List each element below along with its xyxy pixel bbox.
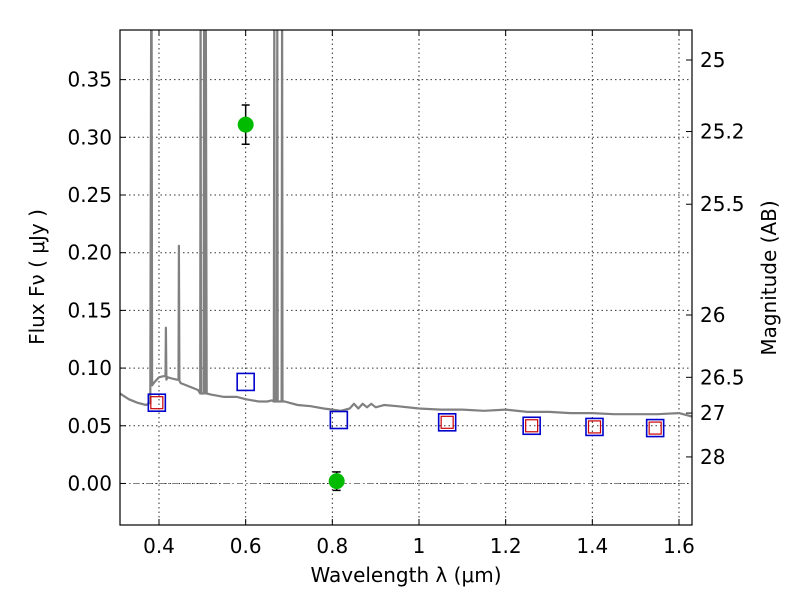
model-point <box>147 393 167 412</box>
x-tick-label: 0.6 <box>230 534 262 558</box>
model-point <box>645 418 665 438</box>
model-point-inner <box>525 419 539 433</box>
right-y-tick-label: 26 <box>700 303 725 327</box>
x-tick-label: 0.4 <box>143 534 175 558</box>
model-point <box>585 417 604 437</box>
right-y-tick-label: 27 <box>700 401 725 425</box>
observed-point <box>237 116 254 133</box>
plot-frame <box>119 29 693 526</box>
model-point-inner <box>150 396 164 410</box>
model-point-inner <box>440 415 454 429</box>
y-tick-label: 0.15 <box>67 298 112 322</box>
x-tick-label: 0.8 <box>316 534 348 558</box>
x-tick-label: 1.6 <box>663 534 695 558</box>
x-tick-label: 1 <box>413 534 426 558</box>
observed-point <box>328 473 345 490</box>
y-tick-label: 0.00 <box>67 471 112 495</box>
right-y-tick-label: 28 <box>700 445 725 469</box>
grid <box>120 30 692 525</box>
right-y-tick-label: 25.2 <box>700 120 745 144</box>
y-axis-label: Flux Fν ( μJy ) <box>25 209 49 345</box>
model-point <box>236 372 255 392</box>
y-tick-label: 0.25 <box>67 183 112 207</box>
y-tick-label: 0.10 <box>67 356 112 380</box>
y-tick-label: 0.30 <box>67 125 112 149</box>
right-y-axis-label: Magnitude (AB) <box>757 200 781 355</box>
y-tick-label: 0.05 <box>67 414 112 438</box>
y-tick-label: 0.20 <box>67 241 112 265</box>
right-y-tick-label: 25 <box>700 48 725 72</box>
x-axis-label: Wavelength λ (μm) <box>310 563 501 587</box>
model-point <box>437 413 457 432</box>
model-point <box>522 416 541 436</box>
sed-line <box>120 30 692 418</box>
axis-ticks: 0.4 0.6 0.8 1 1.2 1.4 1.6 0.00 0.05 0.10 0.15 0.20 0… <box>67 30 745 558</box>
model-point <box>329 410 349 430</box>
y-tick-label: 0.35 <box>67 68 112 92</box>
right-y-tick-label: 25.5 <box>700 192 745 216</box>
x-tick-label: 1.4 <box>576 534 608 558</box>
x-tick-label: 1.2 <box>490 534 522 558</box>
model-point-inner <box>648 421 662 435</box>
plot-background <box>120 30 692 525</box>
plot-area <box>120 30 692 492</box>
model-point-inner <box>587 420 602 434</box>
right-y-tick-label: 26.5 <box>700 365 745 389</box>
